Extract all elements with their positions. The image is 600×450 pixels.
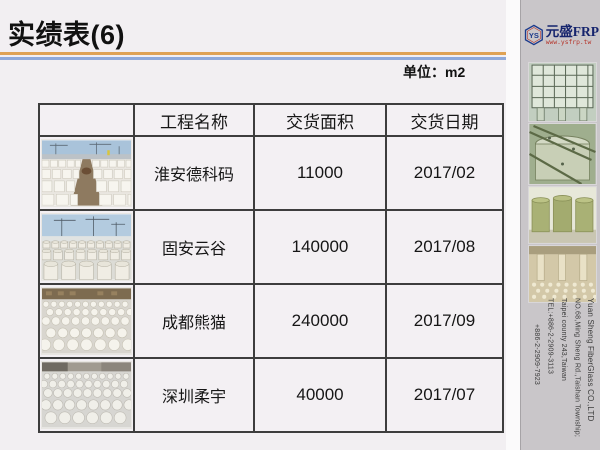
project-name: 固安云谷: [133, 209, 255, 285]
table-header-row: 工程名称 交货面积 交货日期: [38, 103, 504, 137]
title-divider-blue: [0, 57, 519, 60]
company-name: Yuan Sheng FiberGlass CO.,LTD: [586, 298, 595, 422]
company-address-1: NO.68,Ming Sheng Rd.,Taishan Township;: [573, 298, 581, 437]
sidebar-photo-interior-columns: [528, 245, 597, 303]
company-phone-1: TEL:+886-2-2909-3113: [546, 298, 554, 375]
delivery-area: 240000: [253, 283, 387, 359]
logo-monogram: YS: [529, 31, 539, 40]
table-row: 淮安德科码 11000 2017/02: [38, 135, 504, 211]
project-photo-guan: [41, 213, 132, 281]
brand-name: 元盛FRP: [545, 23, 599, 39]
sidebar-photo-tank-pipes: [528, 123, 597, 185]
ys-hexagon-icon: YS: [524, 24, 543, 46]
results-table: 工程名称 交货面积 交货日期: [38, 103, 504, 433]
table-row: 固安云谷 140000 2017/08: [38, 209, 504, 285]
page-title: 实绩表(6): [8, 20, 125, 50]
delivery-area: 11000: [253, 135, 387, 211]
col-header-project: 工程名称: [133, 103, 255, 137]
sidebar-photo-green-tanks: [528, 186, 597, 244]
table-row: 成都熊猫 240000 2017/09: [38, 283, 504, 359]
delivery-area: 140000: [253, 209, 387, 285]
delivery-date: 2017/08: [385, 209, 504, 285]
company-phone-2: +886-2-2909-7923: [533, 324, 540, 385]
sidebar: YS 元盛FRP www.ysfrp.tw: [521, 0, 600, 450]
company-logo: YS 元盛FRP www.ysfrp.tw: [523, 16, 599, 54]
title-divider-orange: [0, 52, 519, 55]
project-name: 深圳柔宇: [133, 357, 255, 433]
table-row: 深圳柔宇 40000 2017/07: [38, 357, 504, 433]
project-name: 成都熊猫: [133, 283, 255, 359]
col-header-date: 交货日期: [385, 103, 504, 137]
project-photo-shenzhen: [41, 361, 132, 429]
col-header-area: 交货面积: [253, 103, 387, 137]
company-address-2: Taipei county 243,Taiwan: [560, 298, 567, 382]
delivery-date: 2017/07: [385, 357, 504, 433]
sidebar-photo-ceiling-structure: [528, 62, 597, 122]
col-header-photo: [38, 103, 135, 137]
brand-website: www.ysfrp.tw: [545, 38, 592, 46]
project-photo-chengdu: [41, 287, 132, 355]
company-info: Yuan Sheng FiberGlass CO.,LTD NO.68,Ming…: [524, 298, 597, 446]
project-photo-huaian: [41, 139, 132, 207]
slide-gutter: [506, 0, 521, 450]
project-name: 淮安德科码: [133, 135, 255, 211]
unit-label: 单位：m2: [403, 64, 466, 80]
delivery-date: 2017/02: [385, 135, 504, 211]
delivery-area: 40000: [253, 357, 387, 433]
delivery-date: 2017/09: [385, 283, 504, 359]
